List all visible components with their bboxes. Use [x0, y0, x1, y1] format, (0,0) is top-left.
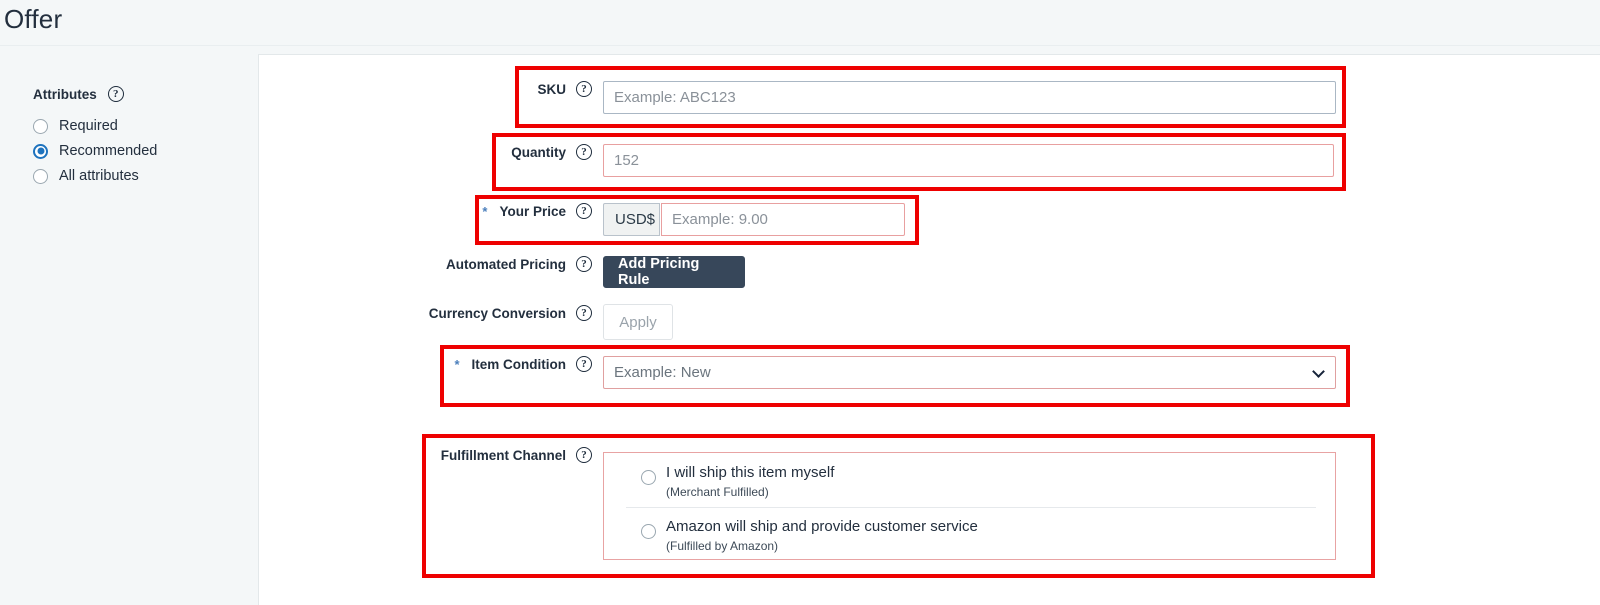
item-condition-label: Item Condition: [471, 356, 567, 372]
fulfillment-option-merchant[interactable]: I will ship this item myself (Merchant F…: [604, 453, 1337, 507]
your-price-input[interactable]: Example: 9.00: [661, 203, 905, 236]
currency-prefix: USD$: [603, 203, 660, 236]
radio-option-recommended[interactable]: Recommended: [33, 139, 157, 163]
attributes-sidebar: Attributes ? Required Recommended All at…: [0, 54, 258, 605]
page-title: Offer: [4, 4, 63, 34]
radio-label: Required: [59, 118, 118, 134]
fulfillment-option-fba[interactable]: Amazon will ship and provide customer se…: [604, 507, 1337, 561]
quantity-label-row: Quantity ?: [432, 144, 592, 160]
item-condition-value: Example: New: [614, 364, 711, 381]
fulfillment-options-box: I will ship this item myself (Merchant F…: [603, 452, 1336, 560]
chevron-down-icon[interactable]: [1312, 364, 1325, 378]
fulfillment-channel-label-row: Fulfillment Channel ?: [424, 447, 592, 463]
help-icon[interactable]: ?: [576, 356, 592, 372]
help-icon[interactable]: ?: [576, 256, 592, 272]
required-marker: *: [454, 356, 460, 372]
your-price-label-row: * Your Price ?: [432, 203, 592, 219]
help-icon[interactable]: ?: [576, 81, 592, 97]
header-divider: [0, 45, 1600, 46]
quantity-input[interactable]: 152: [603, 144, 1334, 177]
attributes-label: Attributes: [33, 86, 97, 102]
item-condition-label-row: * Item Condition ?: [432, 356, 592, 372]
required-marker: *: [482, 203, 488, 219]
currency-conversion-label-row: Currency Conversion ?: [424, 305, 592, 321]
sku-input[interactable]: Example: ABC123: [603, 81, 1336, 114]
option-divider: [626, 507, 1316, 508]
your-price-label: Your Price: [499, 203, 566, 219]
radio-indicator-selected[interactable]: [33, 143, 48, 159]
fulfillment-option-subtitle: (Fulfilled by Amazon): [666, 539, 779, 553]
fulfillment-option-subtitle: (Merchant Fulfilled): [666, 485, 769, 499]
help-icon[interactable]: ?: [576, 305, 592, 321]
help-icon[interactable]: ?: [576, 447, 592, 463]
apply-button[interactable]: Apply: [603, 304, 673, 340]
radio-indicator[interactable]: [641, 524, 656, 539]
attributes-heading: Attributes ?: [33, 86, 124, 102]
currency-conversion-label: Currency Conversion: [428, 305, 566, 321]
quantity-label: Quantity: [511, 144, 566, 160]
help-icon[interactable]: ?: [107, 86, 124, 102]
radio-indicator[interactable]: [33, 168, 48, 184]
automated-pricing-label: Automated Pricing: [445, 256, 566, 272]
fulfillment-option-title: Amazon will ship and provide customer se…: [666, 518, 978, 535]
radio-indicator[interactable]: [641, 470, 656, 485]
radio-option-all-attributes[interactable]: All attributes: [33, 164, 157, 188]
sku-label-row: SKU ?: [432, 81, 592, 97]
radio-indicator[interactable]: [33, 118, 48, 134]
sku-label: SKU: [537, 81, 566, 97]
add-pricing-rule-button[interactable]: Add Pricing Rule: [603, 256, 745, 288]
automated-pricing-label-row: Automated Pricing ?: [432, 256, 592, 272]
help-icon[interactable]: ?: [576, 144, 592, 160]
attributes-radio-group: Required Recommended All attributes: [33, 114, 157, 189]
fulfillment-channel-label: Fulfillment Channel: [440, 447, 566, 463]
radio-option-required[interactable]: Required: [33, 114, 157, 138]
radio-label: Recommended: [59, 143, 158, 159]
help-icon[interactable]: ?: [576, 203, 592, 219]
radio-label: All attributes: [59, 168, 139, 184]
fulfillment-option-title: I will ship this item myself: [666, 464, 835, 481]
item-condition-select[interactable]: Example: New: [603, 356, 1336, 389]
